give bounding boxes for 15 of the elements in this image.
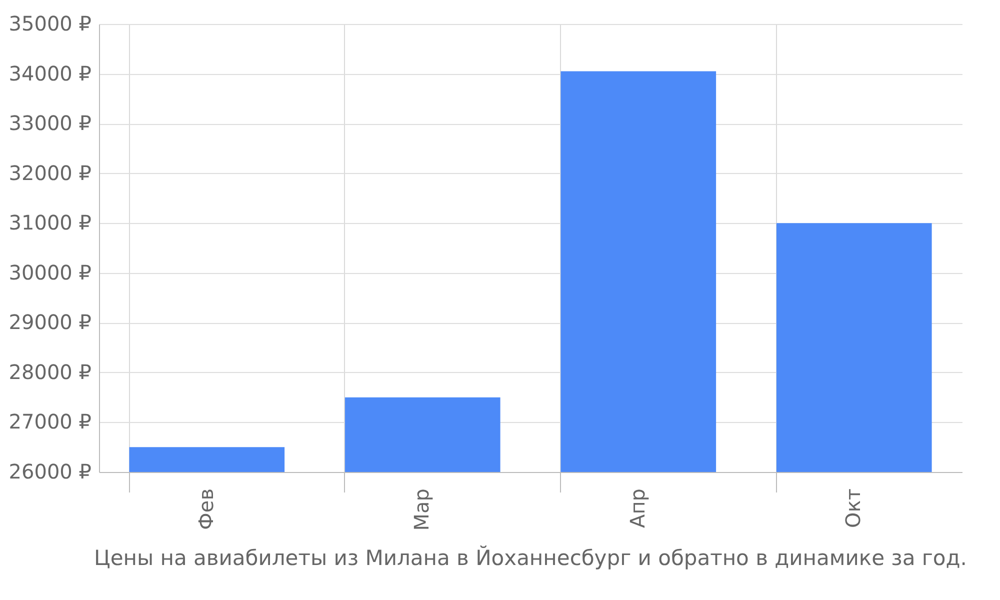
x-tick-label: Окт xyxy=(841,488,866,528)
y-tick-label: 33000 ₽ xyxy=(8,111,92,136)
y-tick-label: 34000 ₽ xyxy=(8,61,92,86)
y-tick-label: 28000 ₽ xyxy=(8,360,92,384)
y-tick-label: 31000 ₽ xyxy=(8,210,92,235)
y-tick-label: 35000 ₽ xyxy=(8,12,92,36)
y-tick-label: 27000 ₽ xyxy=(8,410,92,434)
y-tick-label: 32000 ₽ xyxy=(8,160,92,185)
y-tick-label: 29000 ₽ xyxy=(8,310,92,334)
y-tick-label: 30000 ₽ xyxy=(8,260,92,284)
x-tick-label: Мар xyxy=(410,488,434,531)
x-tick-label: Фев xyxy=(194,488,218,530)
text: Цены на авиабилеты из Милана в Йоханнесбург и обратно в динамике за год. xyxy=(94,545,967,570)
y-tick-label: 26000 ₽ xyxy=(8,460,92,484)
x-tick-label: Апр xyxy=(625,488,650,528)
